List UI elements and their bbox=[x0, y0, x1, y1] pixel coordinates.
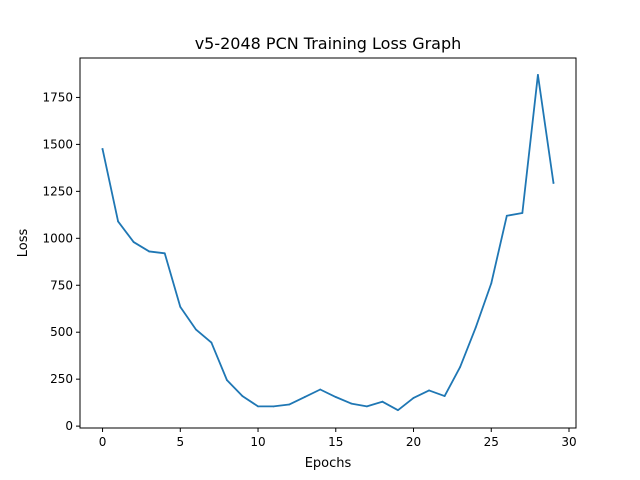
x-tick-label: 0 bbox=[99, 435, 107, 449]
y-tick-label: 500 bbox=[50, 325, 73, 339]
loss-series-line bbox=[101, 74, 555, 412]
y-tick-label: 1750 bbox=[42, 90, 73, 104]
loss-data-point bbox=[505, 214, 508, 217]
axis-ticks: 0 5 10 15 20 25 30 0 250 500 750 1000 1250 1500 1750 bbox=[42, 90, 576, 449]
loss-data-point bbox=[210, 341, 213, 344]
loss-data-point bbox=[226, 379, 228, 382]
x-tick-label: 10 bbox=[250, 435, 265, 449]
x-axis-label: Epochs bbox=[305, 456, 352, 471]
loss-data-point bbox=[365, 405, 368, 408]
y-tick-label: 750 bbox=[50, 278, 73, 292]
loss-data-point bbox=[101, 148, 104, 150]
loss-data-point bbox=[490, 282, 493, 285]
loss-data-point bbox=[381, 400, 384, 403]
loss-data-point bbox=[272, 405, 275, 408]
loss-data-point bbox=[179, 305, 182, 308]
loss-data-point bbox=[117, 220, 119, 223]
y-axis-label: Loss bbox=[16, 229, 31, 258]
loss-data-point bbox=[350, 402, 353, 405]
data-series bbox=[101, 74, 555, 412]
loss-data-point bbox=[148, 250, 151, 253]
y-tick-label: 1250 bbox=[42, 184, 73, 198]
loss-data-point bbox=[412, 397, 415, 399]
plot-frame bbox=[79, 57, 577, 429]
loss-data-point bbox=[459, 366, 462, 368]
x-tick-label: 15 bbox=[328, 435, 343, 449]
loss-data-point bbox=[241, 395, 244, 397]
loss-data-point bbox=[334, 396, 337, 398]
loss-data-point bbox=[288, 403, 291, 406]
loss-data-point bbox=[474, 326, 477, 329]
loss-data-point bbox=[257, 405, 259, 408]
loss-data-point bbox=[552, 182, 555, 184]
loss-data-point bbox=[537, 74, 539, 76]
x-tick-label: 5 bbox=[176, 435, 184, 449]
loss-data-point bbox=[428, 389, 430, 392]
loss-data-point bbox=[303, 396, 306, 398]
y-tick-label: 250 bbox=[50, 372, 73, 386]
loss-data-point bbox=[443, 395, 446, 397]
loss-data-point bbox=[132, 241, 135, 243]
loss-data-point bbox=[397, 409, 399, 412]
x-tick-label: 30 bbox=[561, 435, 576, 449]
x-tick-label: 25 bbox=[484, 435, 499, 449]
loss-data-point bbox=[319, 388, 322, 391]
loss-data-point bbox=[194, 328, 197, 331]
x-tick-label: 20 bbox=[406, 435, 421, 449]
loss-data-point bbox=[163, 252, 166, 255]
chart-title: v5-2048 PCN Training Loss Graph bbox=[195, 34, 462, 53]
y-tick-label: 0 bbox=[65, 419, 73, 433]
plot-area bbox=[80, 58, 576, 428]
y-tick-label: 1000 bbox=[42, 231, 73, 245]
y-tick-label: 1500 bbox=[42, 137, 73, 151]
loss-data-point bbox=[521, 212, 524, 214]
